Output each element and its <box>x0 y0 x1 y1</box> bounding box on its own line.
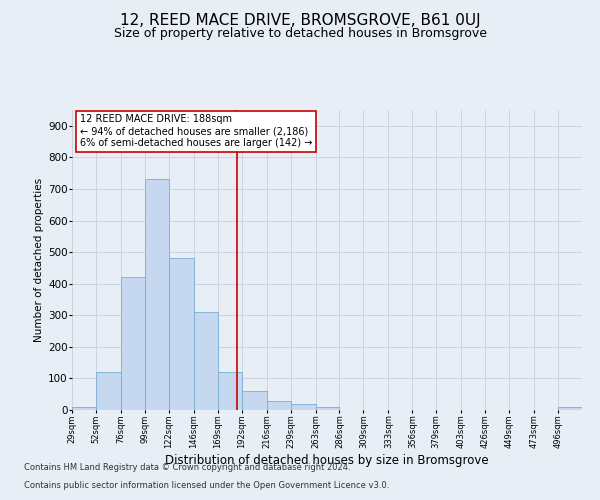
Text: Contains HM Land Registry data © Crown copyright and database right 2024.: Contains HM Land Registry data © Crown c… <box>24 464 350 472</box>
Bar <box>242 391 266 410</box>
Bar <box>121 278 145 410</box>
Bar <box>266 400 290 410</box>
Bar <box>96 372 121 410</box>
Bar <box>316 407 340 410</box>
Text: 12, REED MACE DRIVE, BROMSGROVE, B61 0UJ: 12, REED MACE DRIVE, BROMSGROVE, B61 0UJ <box>119 12 481 28</box>
Bar <box>169 258 194 410</box>
Y-axis label: Number of detached properties: Number of detached properties <box>34 178 44 342</box>
Bar <box>218 372 242 410</box>
Bar <box>290 404 316 410</box>
Bar <box>558 407 582 410</box>
Bar <box>145 180 169 410</box>
Bar <box>194 312 218 410</box>
Text: Size of property relative to detached houses in Bromsgrove: Size of property relative to detached ho… <box>113 28 487 40</box>
Bar <box>72 407 96 410</box>
X-axis label: Distribution of detached houses by size in Bromsgrove: Distribution of detached houses by size … <box>165 454 489 466</box>
Text: 12 REED MACE DRIVE: 188sqm
← 94% of detached houses are smaller (2,186)
6% of se: 12 REED MACE DRIVE: 188sqm ← 94% of deta… <box>80 114 312 148</box>
Text: Contains public sector information licensed under the Open Government Licence v3: Contains public sector information licen… <box>24 481 389 490</box>
